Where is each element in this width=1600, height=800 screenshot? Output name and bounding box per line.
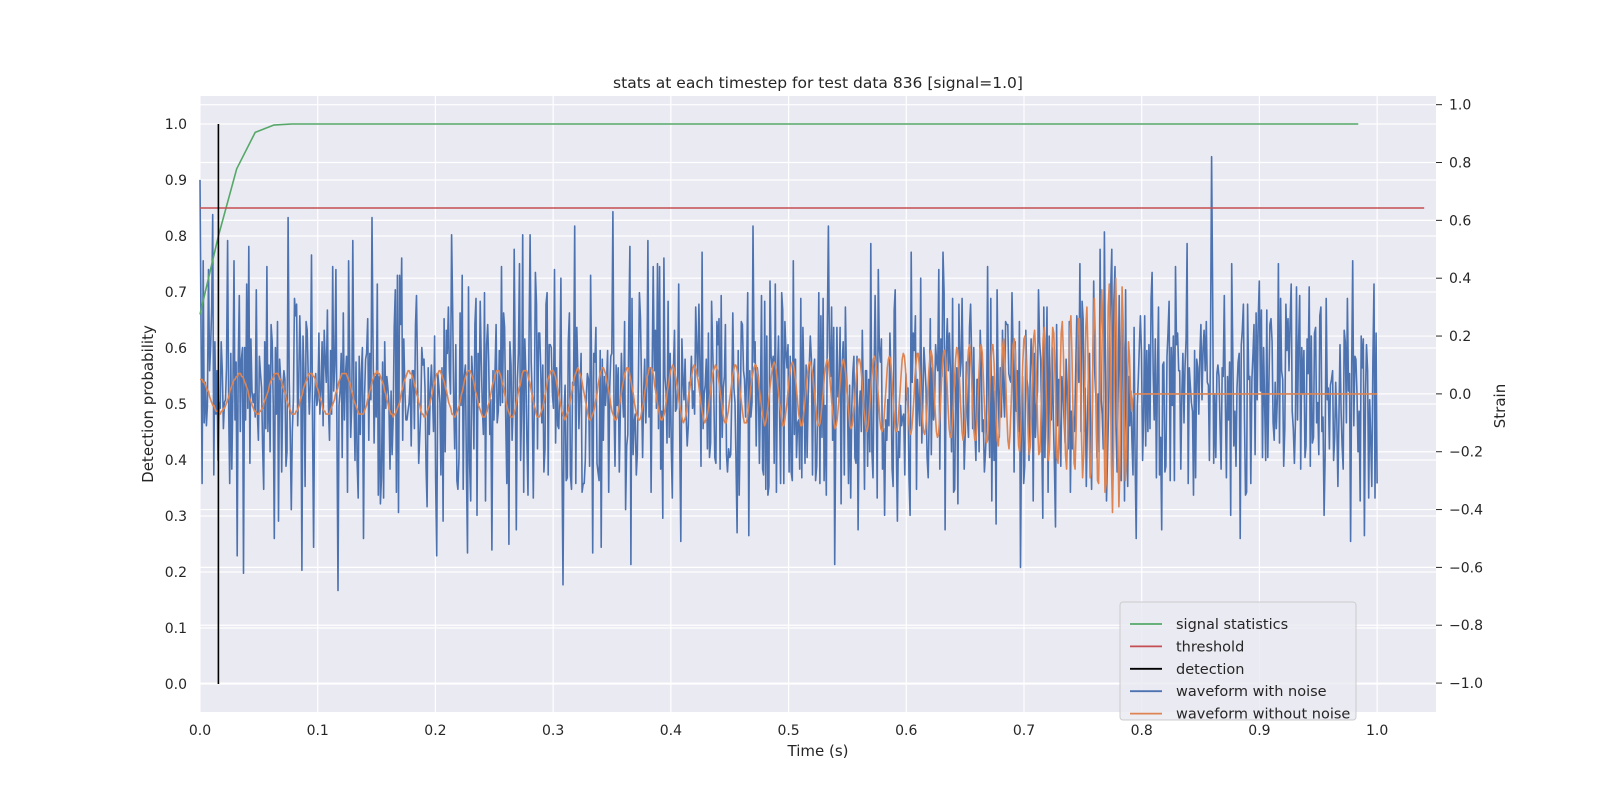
y-right-tick-label: 0.6 (1449, 213, 1471, 229)
y-axis-right-label: Strain (1491, 384, 1509, 428)
y-tick-label: 0.6 (165, 341, 187, 357)
y-right-tick-label: 1.0 (1449, 98, 1471, 114)
chart-title: stats at each timestep for test data 836… (613, 74, 1023, 92)
x-tick-label: 0.8 (1131, 723, 1153, 739)
y-axis-label: Detection probability (139, 325, 157, 483)
x-tick-label: 0.7 (1013, 723, 1035, 739)
y-axis-left: 0.0 0.1 0.2 0.3 0.4 0.5 0.6 0.7 0.8 0.9 1.0 (165, 117, 187, 693)
legend-label-detection: detection (1176, 662, 1244, 678)
y-right-tick-label: −0.6 (1449, 560, 1483, 576)
y-tick-label: 1.0 (165, 117, 187, 133)
y-axis-right: −1.0 −0.8 −0.6 −0.4 −0.2 0.0 0.2 0.4 0.6 0.8 1.0 (1436, 98, 1483, 692)
y-right-tick-label: 0.2 (1449, 329, 1471, 345)
legend-box (1119, 601, 1357, 721)
x-tick-label: 0.3 (542, 723, 564, 739)
y-tick-label: 0.0 (165, 677, 187, 693)
x-axis: 0.0 0.1 0.2 0.3 0.4 0.5 0.6 0.7 0.8 0.9 1.0 (189, 723, 1388, 739)
x-tick-label: 1.0 (1366, 723, 1388, 739)
y-right-tick-label: −0.8 (1449, 618, 1483, 634)
y-right-tick-label: −0.4 (1449, 503, 1483, 519)
legend-label-waveform-with-noise: waveform with noise (1176, 684, 1327, 700)
y-tick-label: 0.2 (165, 565, 187, 581)
series-layer (199, 123, 1425, 684)
x-tick-label: 0.9 (1248, 723, 1270, 739)
y-right-tick-label: 0.4 (1449, 271, 1471, 287)
y-tick-label: 0.5 (165, 397, 187, 413)
legend-label-signal-statistics: signal statistics (1176, 617, 1288, 633)
x-tick-label: 0.6 (895, 723, 917, 739)
y-tick-label: 0.8 (165, 229, 187, 245)
legend-label-waveform-without-noise: waveform without noise (1176, 707, 1350, 723)
x-tick-label: 0.0 (189, 723, 211, 739)
series-waveform-without-noise (200, 277, 1378, 514)
x-tick-label: 0.5 (777, 723, 799, 739)
x-tick-label: 0.4 (660, 723, 682, 739)
y-right-tick-label: −1.0 (1449, 676, 1483, 692)
legend-label-threshold: threshold (1176, 639, 1244, 655)
series-signal-statistics (199, 123, 1359, 315)
y-right-tick-label: −0.2 (1449, 445, 1483, 461)
x-axis-label: Time (s) (787, 742, 849, 760)
y-tick-label: 0.4 (165, 453, 187, 469)
y-tick-label: 0.9 (165, 173, 187, 189)
y-tick-label: 0.7 (165, 285, 187, 301)
x-tick-label: 0.2 (424, 723, 446, 739)
series-waveform-with-noise (199, 155, 1378, 592)
y-tick-label: 0.1 (165, 621, 187, 637)
legend: signal statistics threshold detection wavef… (1119, 601, 1357, 723)
y-tick-label: 0.3 (165, 509, 187, 525)
y-right-tick-label: 0.0 (1449, 387, 1471, 403)
y-right-tick-label: 0.8 (1449, 156, 1471, 172)
x-tick-label: 0.1 (307, 723, 329, 739)
